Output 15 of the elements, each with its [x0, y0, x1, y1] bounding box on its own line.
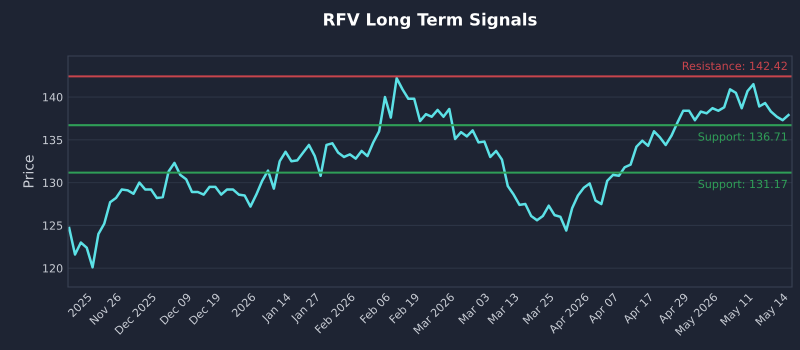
x-tick-label: Feb 19: [388, 292, 420, 324]
x-tick-label: Apr 07: [587, 292, 620, 326]
y-tick-label: 135: [43, 136, 62, 144]
ref-line-label: Support: 131.17: [698, 180, 787, 190]
y-tick-label: 120: [43, 264, 62, 273]
chart-title: RFV Long Term Signals: [324, 12, 537, 30]
y-tick-label: 125: [43, 221, 62, 230]
y-tick-label: 130: [43, 178, 62, 187]
ref-line-label: Support: 136.71: [698, 132, 787, 143]
ref-line-label: Resistance: 142.42: [682, 61, 787, 70]
x-tick-label: Apr 17: [622, 292, 656, 326]
y-tick-label: 140: [43, 93, 62, 102]
x-tick-label: Mar 25: [522, 292, 554, 324]
line-series: [68, 76, 790, 269]
y-axis-title: Price: [22, 155, 34, 188]
